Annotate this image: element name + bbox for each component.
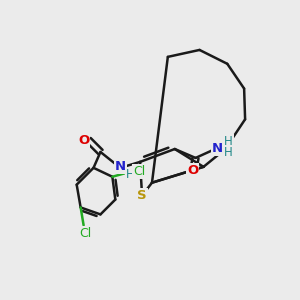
Text: Cl: Cl xyxy=(80,227,92,240)
Text: N: N xyxy=(115,160,126,173)
Text: H: H xyxy=(224,146,233,160)
Text: H: H xyxy=(224,135,233,148)
Text: H: H xyxy=(126,168,135,181)
Text: O: O xyxy=(187,164,198,177)
Text: Cl: Cl xyxy=(133,165,145,178)
Text: N: N xyxy=(212,142,223,154)
Text: S: S xyxy=(137,189,147,202)
Text: O: O xyxy=(78,134,89,147)
